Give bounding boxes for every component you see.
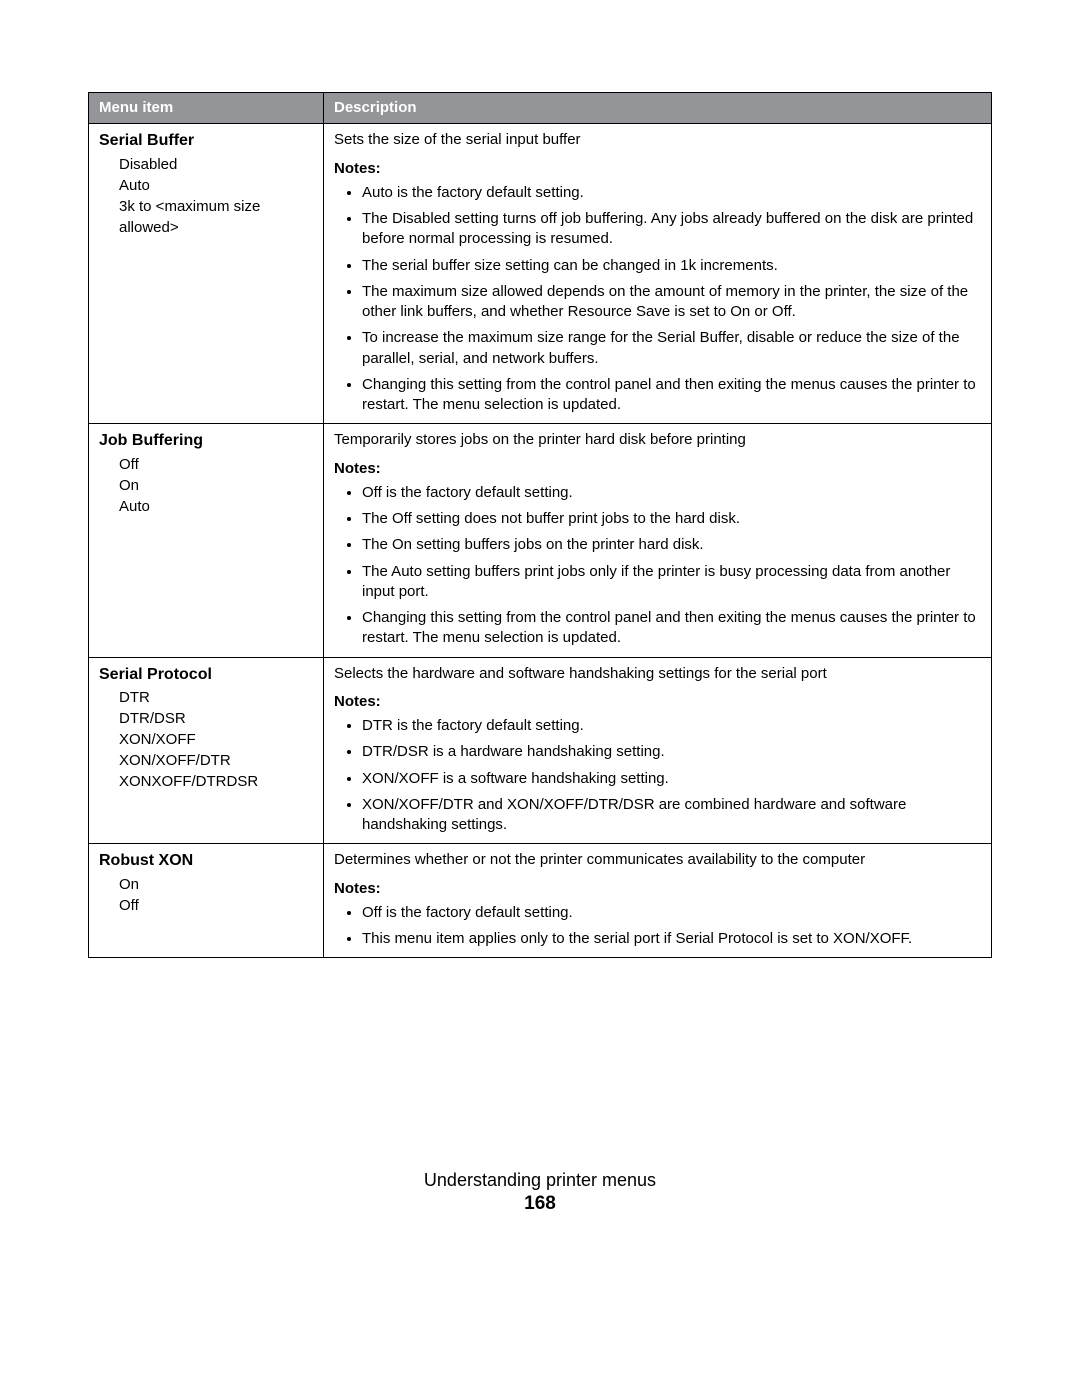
description-cell: Selects the hardware and software handsh… (324, 657, 992, 844)
note-item: DTR is the factory default setting. (362, 716, 981, 736)
note-item: Off is the factory default setting. (362, 903, 981, 923)
table-row: Robust XONOnOff Determines whether or not… (89, 844, 992, 958)
menu-option: Disabled (119, 154, 313, 175)
menu-option: On (119, 475, 313, 496)
note-item: Changing this setting from the control p… (362, 608, 981, 649)
header-description: Description (324, 93, 992, 124)
notes-list: Off is the factory default setting. This … (334, 903, 981, 950)
table-row: Serial BufferDisabledAuto3k to <maximum … (89, 124, 992, 424)
description-cell: Temporarily stores jobs on the printer h… (324, 424, 992, 657)
menu-option: Auto (119, 175, 313, 196)
note-item: The On setting buffers jobs on the print… (362, 535, 981, 555)
menu-option: XONXOFF/DTRDSR (119, 771, 313, 792)
note-item: The Disabled setting turns off job buffe… (362, 209, 981, 250)
menu-options: DisabledAuto3k to <maximum size allowed> (99, 154, 313, 238)
menu-option: On (119, 874, 313, 895)
description-cell: Determines whether or not the printer co… (324, 844, 992, 958)
note-item: XON/XOFF/DTR and XON/XOFF/DTR/DSR are co… (362, 795, 981, 836)
note-item: The serial buffer size setting can be ch… (362, 256, 981, 276)
note-item: DTR/DSR is a hardware handshaking settin… (362, 742, 981, 762)
footer-page-number: 168 (0, 1193, 1080, 1215)
menu-options: OffOnAuto (99, 454, 313, 517)
menu-option: XON/XOFF (119, 729, 313, 750)
footer-title: Understanding printer menus (0, 1170, 1080, 1191)
menu-option: XON/XOFF/DTR (119, 750, 313, 771)
notes-list: Auto is the factory default setting. The … (334, 183, 981, 416)
menu-option: Off (119, 895, 313, 916)
menu-title: Robust XON (99, 850, 313, 872)
description-summary: Sets the size of the serial input buffer (334, 130, 981, 150)
note-item: Off is the factory default setting. (362, 483, 981, 503)
page-content: Menu item Description Serial BufferDisab… (0, 0, 1080, 958)
note-item: Changing this setting from the control p… (362, 375, 981, 416)
description-cell: Sets the size of the serial input buffer… (324, 124, 992, 424)
menu-options: OnOff (99, 874, 313, 916)
menu-item-cell: Robust XONOnOff (89, 844, 324, 958)
description-summary: Determines whether or not the printer co… (334, 850, 981, 870)
note-item: The Auto setting buffers print jobs only… (362, 562, 981, 603)
note-item: To increase the maximum size range for t… (362, 328, 981, 369)
notes-list: Off is the factory default setting. The O… (334, 483, 981, 649)
note-item: The Off setting does not buffer print jo… (362, 509, 981, 529)
notes-list: DTR is the factory default setting. DTR/D… (334, 716, 981, 835)
menu-option: DTR/DSR (119, 708, 313, 729)
page-footer: Understanding printer menus 168 (0, 1170, 1080, 1215)
menu-title: Job Buffering (99, 430, 313, 452)
menu-options: DTRDTR/DSRXON/XOFFXON/XOFF/DTRXONXOFF/DT… (99, 687, 313, 792)
menu-option: DTR (119, 687, 313, 708)
note-item: Auto is the factory default setting. (362, 183, 981, 203)
notes-label: Notes: (334, 879, 981, 899)
menu-item-cell: Job BufferingOffOnAuto (89, 424, 324, 657)
table-body: Serial BufferDisabledAuto3k to <maximum … (89, 124, 992, 958)
menu-item-cell: Serial ProtocolDTRDTR/DSRXON/XOFFXON/XOF… (89, 657, 324, 844)
notes-label: Notes: (334, 159, 981, 179)
menu-table: Menu item Description Serial BufferDisab… (88, 92, 992, 958)
description-summary: Selects the hardware and software handsh… (334, 664, 981, 684)
table-row: Job BufferingOffOnAuto Temporarily stores… (89, 424, 992, 657)
menu-option: 3k to <maximum size allowed> (119, 196, 313, 238)
note-item: XON/XOFF is a software handshaking setti… (362, 769, 981, 789)
description-summary: Temporarily stores jobs on the printer h… (334, 430, 981, 450)
note-item: This menu item applies only to the seria… (362, 929, 981, 949)
menu-option: Auto (119, 496, 313, 517)
menu-title: Serial Protocol (99, 664, 313, 686)
table-row: Serial ProtocolDTRDTR/DSRXON/XOFFXON/XOF… (89, 657, 992, 844)
table-header-row: Menu item Description (89, 93, 992, 124)
notes-label: Notes: (334, 692, 981, 712)
note-item: The maximum size allowed depends on the … (362, 282, 981, 323)
menu-item-cell: Serial BufferDisabledAuto3k to <maximum … (89, 124, 324, 424)
header-menu-item: Menu item (89, 93, 324, 124)
menu-option: Off (119, 454, 313, 475)
menu-title: Serial Buffer (99, 130, 313, 152)
notes-label: Notes: (334, 459, 981, 479)
